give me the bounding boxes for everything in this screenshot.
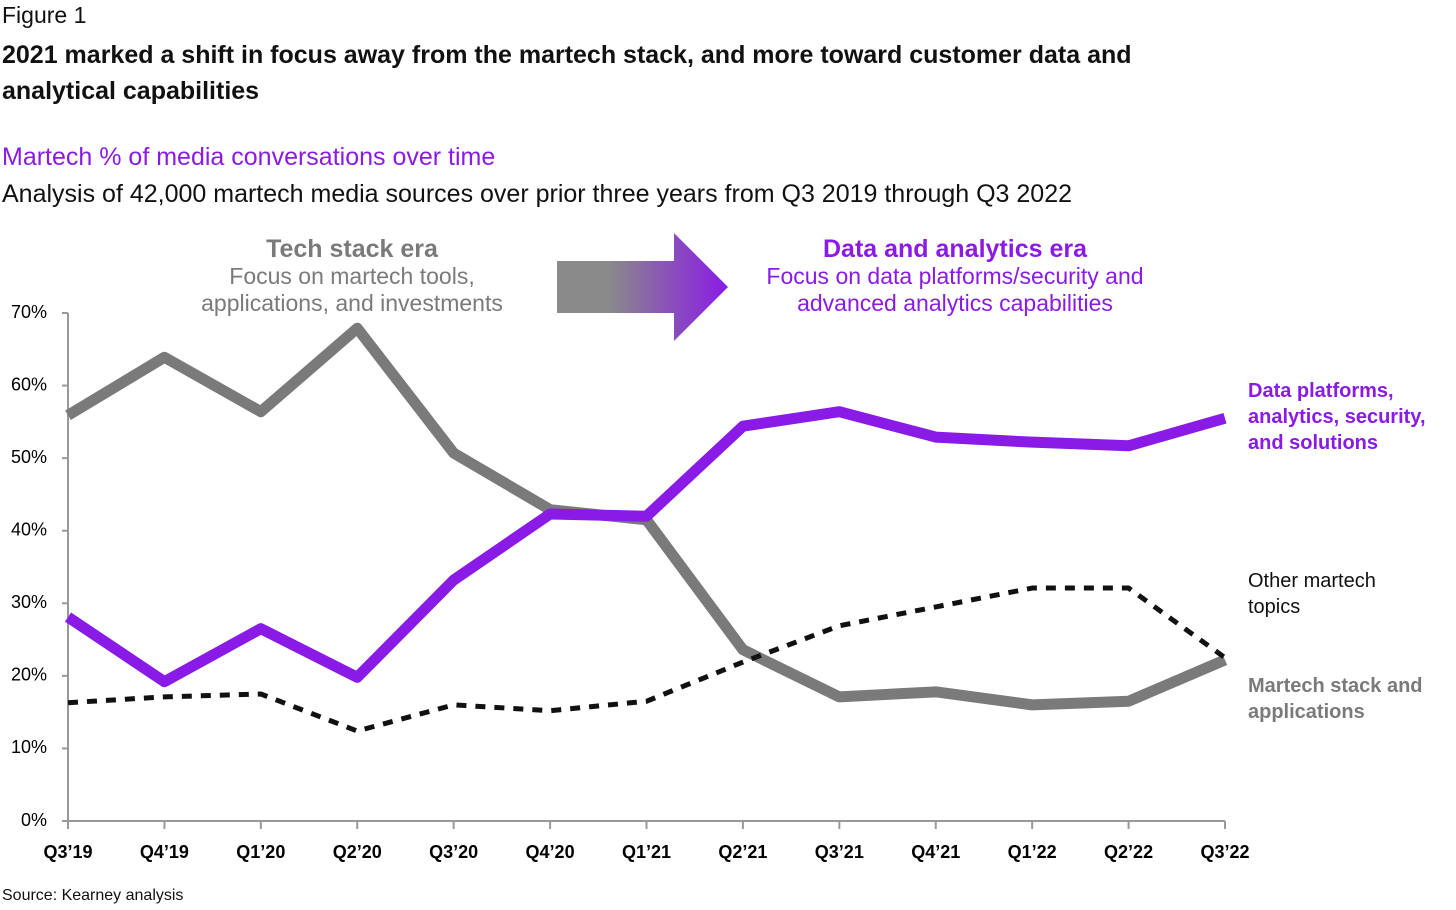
x-tick-label: Q1’20 [236,842,285,862]
chart-subtitle: Martech % of media conversations over ti… [2,143,496,171]
x-tick-label: Q2’21 [718,842,767,862]
era-arrow [557,233,728,341]
chart-description: Analysis of 42,000 martech media sources… [2,180,1073,208]
y-tick-label: 40% [11,519,47,539]
legend-label: Data platforms, analytics, security, and… [1248,380,1426,454]
figure-label: Figure 1 [2,2,87,28]
y-tick-label: 10% [11,737,47,757]
legend-label: Martech stack and applications [1248,675,1423,723]
line-series [64,406,1227,688]
annotation: Tech stack era Focus on martech tools, ap… [172,236,532,317]
x-tick-label: Q3’22 [1200,842,1249,862]
legend-label: Other martech topics [1248,570,1376,618]
y-tick-label: 70% [11,302,47,322]
x-tick-label: Q3’20 [429,842,478,862]
chart-title: 2021 marked a shift in focus away from t… [2,41,1132,105]
y-tick-label: 30% [11,592,47,612]
annotation-title: Tech stack era [266,235,438,263]
annotation-text: Focus on martech tools, applications, an… [201,263,503,316]
annotation-text: Focus on data platforms/security and adv… [766,263,1144,316]
x-tick-label: Q1’22 [1008,842,1057,862]
y-tick-label: 20% [11,665,47,685]
annotation: Data and analytics era Focus on data plat… [740,236,1170,317]
x-tick-label: Q2’20 [333,842,382,862]
source: Source: Kearney analysis [2,887,184,904]
y-tick-label: 60% [11,374,47,394]
x-tick-label: Q2’22 [1104,842,1153,862]
y-tick-label: 0% [21,810,47,830]
x-tick-label: Q4’21 [911,842,960,862]
x-tick-label: Q4’20 [526,842,575,862]
x-tick-label: Q4’19 [140,842,189,862]
x-tick-label: Q3’21 [815,842,864,862]
x-tick-label: Q1’21 [622,842,671,862]
annotation-title: Data and analytics era [822,235,1087,263]
x-tick-label: Q3’19 [43,842,92,862]
line-series [67,585,1227,734]
y-tick-label: 50% [11,447,47,467]
